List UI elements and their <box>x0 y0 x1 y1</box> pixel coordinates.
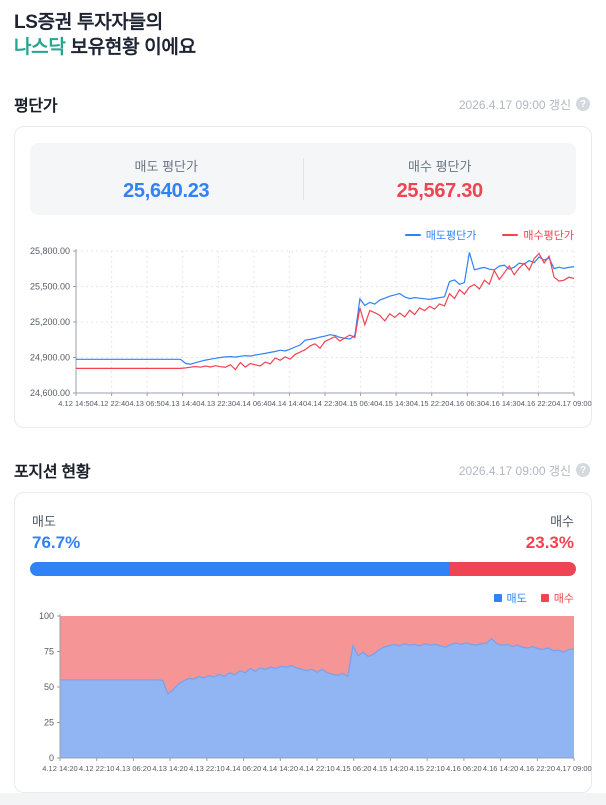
position-sell-pct: 76.7% <box>32 533 81 552</box>
svg-text:0: 0 <box>49 753 54 763</box>
svg-text:4.13 22:30: 4.13 22:30 <box>201 399 236 408</box>
svg-text:4.16 06:20: 4.16 06:20 <box>446 764 481 773</box>
svg-text:25: 25 <box>44 718 54 728</box>
svg-text:4.14 22:10: 4.14 22:10 <box>299 764 334 773</box>
buy-square-icon <box>540 594 549 602</box>
svg-text:25,800.00: 25,800.00 <box>30 246 70 256</box>
svg-text:25,500.00: 25,500.00 <box>30 282 70 292</box>
svg-text:4.15 14:30: 4.15 14:30 <box>378 399 413 408</box>
svg-text:4.16 22:20: 4.16 22:20 <box>521 399 556 408</box>
avg-price-line-chart: 4.12 14:50 4.12 22:40 4.13 06:50 4.13 14:40… <box>30 246 592 408</box>
svg-text:4.16 14:30: 4.16 14:30 <box>485 399 520 408</box>
svg-text:4.12 22:40: 4.12 22:40 <box>94 399 129 408</box>
position-updated-row: 2026.4.17 09:00 갱신 ? <box>459 462 590 479</box>
svg-text:4.14 14:20: 4.14 14:20 <box>263 764 298 773</box>
legend-buy-label: 매수평단가 <box>523 230 574 242</box>
sell-avg-price: 매도 평단가 25,640.23 <box>30 156 303 203</box>
svg-text:4.15 06:20: 4.15 06:20 <box>336 764 371 773</box>
svg-text:100: 100 <box>39 611 54 621</box>
svg-text:4.13 22:10: 4.13 22:10 <box>189 764 224 773</box>
buy-line-icon <box>502 234 519 236</box>
help-icon[interactable]: ? <box>576 97 590 111</box>
svg-text:75: 75 <box>44 647 54 657</box>
page-title-line2: 나스닥 보유현황 이에요 <box>14 35 590 60</box>
sell-square-icon <box>493 594 502 602</box>
avg-price-title: 평단가 <box>14 98 58 115</box>
svg-text:4.13 14:20: 4.13 14:20 <box>152 764 187 773</box>
sell-line-icon <box>404 234 421 236</box>
svg-text:4.12 14:50: 4.12 14:50 <box>58 399 93 408</box>
avg-price-updated-row: 2026.4.17 09:00 갱신 ? <box>459 96 590 113</box>
legend-item-sell: 매도평단가 <box>404 227 477 243</box>
legend-sell-label: 매도 <box>506 593 527 605</box>
svg-text:4.14 22:30: 4.14 22:30 <box>307 399 342 408</box>
avg-price-card: 매도 평단가 25,640.23 매수 평단가 25,567.30 매도평단가 … <box>14 126 592 428</box>
summary-divider <box>302 158 304 200</box>
svg-text:4.16 06:30: 4.16 06:30 <box>450 399 485 408</box>
avg-price-section: 평단가 2026.4.17 09:00 갱신 ? 매도 평단가 25,640.2… <box>0 60 606 428</box>
help-icon[interactable]: ? <box>576 463 590 477</box>
position-title: 포지션 현황 <box>14 464 91 481</box>
position-sell: 매도 76.7% <box>32 511 80 553</box>
legend-item-buy: 매수 <box>540 590 574 606</box>
svg-text:4.13 06:50: 4.13 06:50 <box>129 399 164 408</box>
avg-price-summary: 매도 평단가 25,640.23 매수 평단가 25,567.30 <box>30 143 576 215</box>
legend-item-sell: 매도 <box>493 590 527 606</box>
position-buy-label: 매수 <box>550 514 574 529</box>
position-ratio-bar <box>30 562 576 576</box>
bottom-strip <box>0 793 606 805</box>
position-buy-pct: 23.3% <box>525 533 574 552</box>
sell-avg-price-value: 25,640.23 <box>123 179 210 202</box>
svg-text:4.13 06:20: 4.13 06:20 <box>116 764 151 773</box>
line-chart-legend: 매도평단가 매수평단가 <box>30 227 574 243</box>
svg-text:4.14 06:20: 4.14 06:20 <box>226 764 261 773</box>
position-buy: 매수 23.3% <box>526 511 574 553</box>
svg-text:4.13 14:40: 4.13 14:40 <box>165 399 200 408</box>
position-section: 포지션 현황 2026.4.17 09:00 갱신 ? 매도 76.7% 매수 … <box>0 428 606 793</box>
sell-avg-price-label: 매도 평단가 <box>134 158 198 174</box>
position-bar-sell <box>30 562 449 576</box>
svg-text:4.16 22:20: 4.16 22:20 <box>520 764 555 773</box>
page-title-line2-rest: 보유현황 이에요 <box>65 37 197 58</box>
svg-text:24,600.00: 24,600.00 <box>30 388 70 398</box>
svg-text:4.15 06:40: 4.15 06:40 <box>343 399 378 408</box>
svg-text:50: 50 <box>44 682 54 692</box>
svg-text:4.12 22:10: 4.12 22:10 <box>79 764 114 773</box>
page-header: LS증권 투자자들의 나스닥 보유현황 이에요 <box>0 0 606 60</box>
buy-avg-price: 매수 평단가 25,567.30 <box>304 156 577 203</box>
svg-text:4.14 06:40: 4.14 06:40 <box>236 399 271 408</box>
avg-price-updated-text: 2026.4.17 09:00 갱신 <box>458 97 571 112</box>
svg-text:24,900.00: 24,900.00 <box>30 353 70 363</box>
position-updated-text: 2026.4.17 09:00 갱신 <box>458 463 571 478</box>
svg-text:25,200.00: 25,200.00 <box>30 317 70 327</box>
position-ratio-row: 매도 76.7% 매수 23.3% <box>32 511 574 553</box>
page-title-line1: LS증권 투자자들의 <box>14 12 163 33</box>
position-sell-label: 매도 <box>32 514 56 529</box>
area-chart-legend: 매도 매수 <box>30 590 574 606</box>
svg-text:4.15 22:10: 4.15 22:10 <box>409 764 444 773</box>
svg-text:4.14 14:40: 4.14 14:40 <box>272 399 307 408</box>
buy-avg-price-value: 25,567.30 <box>396 179 484 202</box>
position-card: 매도 76.7% 매수 23.3% 매도 매수 4.12 14:20 4.12 2… <box>14 492 592 793</box>
legend-buy-label: 매수 <box>553 593 574 605</box>
ticker-name: 나스닥 <box>14 37 66 58</box>
legend-item-buy: 매수평단가 <box>502 227 574 243</box>
svg-text:4.17 09:00: 4.17 09:00 <box>556 399 591 408</box>
svg-text:4.15 22:20: 4.15 22:20 <box>414 399 449 408</box>
svg-text:4.17 09:00: 4.17 09:00 <box>556 764 591 773</box>
legend-sell-label: 매도평단가 <box>425 230 477 242</box>
position-area-chart: 4.12 14:20 4.12 22:10 4.13 06:20 4.13 14:20… <box>39 611 592 773</box>
position-bar-buy <box>448 562 576 576</box>
svg-text:4.12 14:20: 4.12 14:20 <box>42 764 77 773</box>
svg-text:4.16 14:20: 4.16 14:20 <box>483 764 518 773</box>
svg-text:4.15 14:20: 4.15 14:20 <box>373 764 408 773</box>
buy-avg-price-label: 매수 평단가 <box>408 158 472 174</box>
